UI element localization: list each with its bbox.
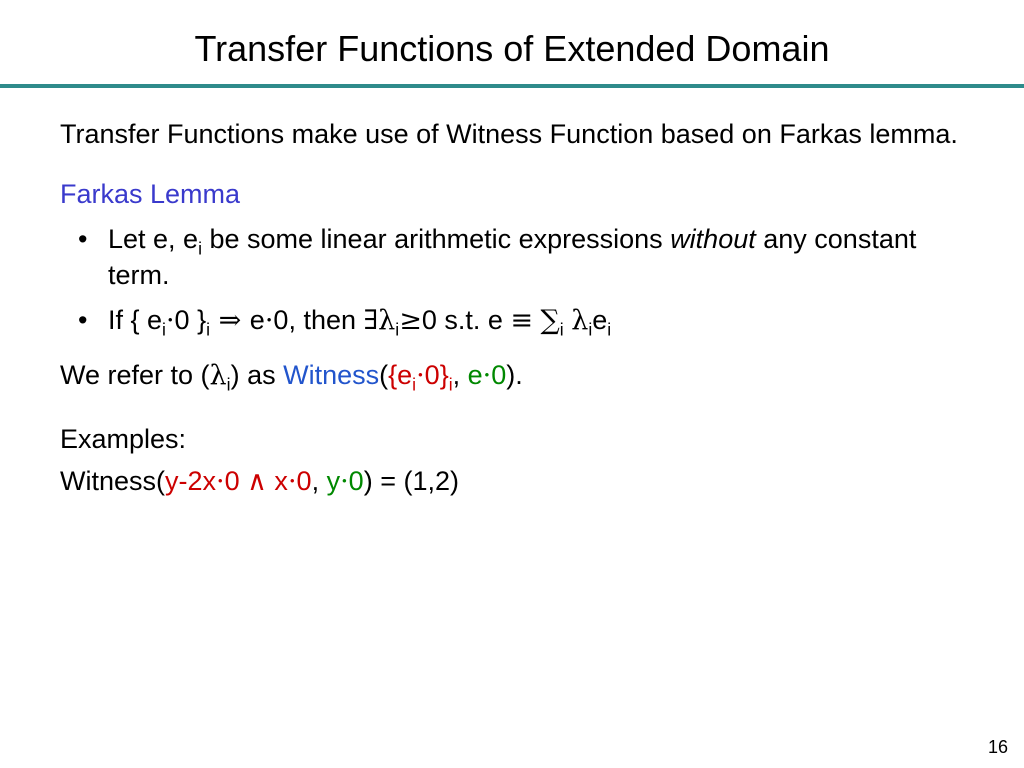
b2-sub6: i bbox=[607, 319, 611, 339]
b2-impl: ⇒ bbox=[210, 305, 250, 336]
b2-lam2: λ bbox=[571, 305, 588, 336]
page-number: 16 bbox=[988, 737, 1008, 758]
rl-t3: ( bbox=[379, 360, 388, 390]
slide-title: Transfer Functions of Extended Domain bbox=[60, 28, 964, 70]
rl-g2: 0 bbox=[491, 360, 506, 390]
rl-t2: ) as bbox=[231, 360, 284, 390]
ex-comma: , bbox=[312, 466, 327, 496]
rl-t4: ). bbox=[506, 360, 523, 390]
examples-label: Examples: bbox=[60, 421, 964, 457]
example-1: Witness(y-2x·0 ∧ x·0, y·0) = (1,2) bbox=[60, 463, 964, 500]
b2-exists: ∃ bbox=[364, 305, 379, 336]
ex-gle: · bbox=[340, 466, 349, 497]
ex-t1: Witness( bbox=[60, 466, 165, 496]
b2-sigma: ∑ bbox=[541, 305, 560, 336]
rl-r2: 0} bbox=[425, 360, 449, 390]
rl-t1: We refer to ( bbox=[60, 360, 210, 390]
rl-rle: · bbox=[416, 360, 425, 391]
b2-t3: e bbox=[250, 305, 265, 335]
ex-r4: 0 bbox=[297, 466, 312, 496]
ex-g2: 0 bbox=[349, 466, 364, 496]
b2-equiv: ≡ bbox=[510, 305, 533, 336]
b2-le1: · bbox=[166, 305, 175, 336]
bullet-2: If { ei·0 }i ⇒ e·0, then ∃λi≥0 s.t. e ≡ … bbox=[60, 302, 964, 339]
b2-t4: 0, then bbox=[273, 305, 363, 335]
title-divider bbox=[0, 84, 1024, 88]
b2-t1: If { e bbox=[108, 305, 162, 335]
b2-t2: 0 } bbox=[175, 305, 207, 335]
b2-sp bbox=[533, 305, 541, 335]
ex-r1: y-2x bbox=[165, 466, 216, 496]
ex-g1: y bbox=[327, 466, 341, 496]
slide: Transfer Functions of Extended Domain Tr… bbox=[0, 0, 1024, 501]
bullet-1: Let e, ei be some linear arithmetic expr… bbox=[60, 221, 964, 294]
witness-refline: We refer to (λi) as Witness({ei·0}i, e·0… bbox=[60, 357, 964, 394]
rl-lam: λ bbox=[210, 360, 227, 391]
rl-comma: , bbox=[453, 360, 468, 390]
ex-t2: ) = (1,2) bbox=[364, 466, 459, 496]
ex-rle2: · bbox=[288, 466, 297, 497]
ex-rle: · bbox=[216, 466, 225, 497]
slide-body: Transfer Functions make use of Witness F… bbox=[60, 116, 964, 501]
rl-witness: Witness bbox=[283, 360, 379, 390]
intro-paragraph: Transfer Functions make use of Witness F… bbox=[60, 116, 964, 152]
ex-r2: 0 bbox=[225, 466, 248, 496]
b2-ge: ≥ bbox=[399, 305, 422, 336]
b2-lam1: λ bbox=[378, 305, 395, 336]
b1-without: without bbox=[670, 224, 756, 254]
rl-gle: · bbox=[483, 360, 492, 391]
ex-r3: x bbox=[267, 466, 288, 496]
b1-text2: be some linear arithmetic expressions bbox=[202, 224, 670, 254]
farkas-subhead: Farkas Lemma bbox=[60, 176, 964, 212]
b2-t6: e bbox=[592, 305, 607, 335]
bullet-list: Let e, e i be some linear arithmetic expr… bbox=[60, 221, 964, 339]
rl-g1: e bbox=[468, 360, 483, 390]
rl-r1: {e bbox=[388, 360, 412, 390]
b2-t5: 0 s.t. e bbox=[422, 305, 511, 335]
ex-and: ∧ bbox=[247, 466, 267, 497]
b1-text: Let e, e bbox=[108, 224, 198, 254]
